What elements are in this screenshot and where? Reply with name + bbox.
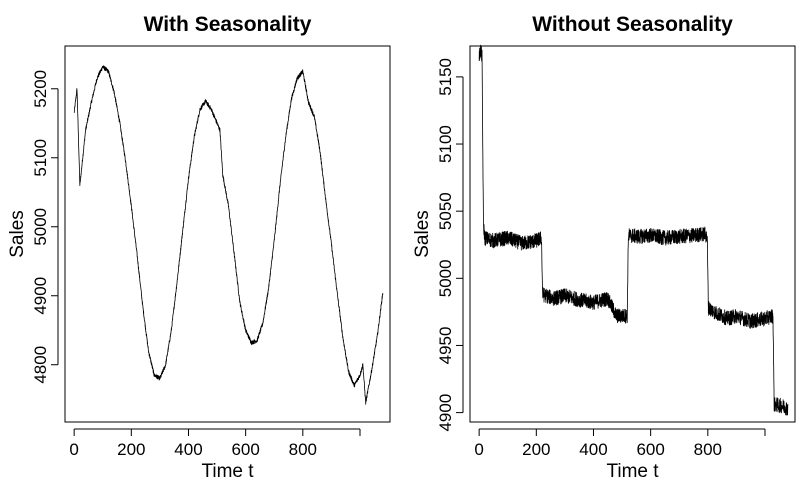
y-tick-label: 4800 (31, 346, 50, 384)
y-tick-label: 4950 (436, 327, 455, 365)
y-tick-label: 5150 (436, 58, 455, 96)
x-tick-label: 0 (69, 440, 78, 459)
panel-1: With Seasonality 0 200 400 600 800 Time t 4800 4… (7, 13, 391, 482)
y-tick-label: 4900 (436, 394, 455, 432)
plot-frame (469, 45, 796, 423)
x-axis-label: Time t (606, 461, 659, 482)
x-tick-label: 600 (231, 440, 259, 459)
x-tick-label: 600 (636, 440, 664, 459)
y-axis-label: Sales (412, 210, 433, 258)
chart-title: With Seasonality (144, 13, 312, 36)
series-line (478, 44, 789, 416)
y-tick-label: 5000 (436, 259, 455, 297)
x-axis-label: Time t (201, 461, 254, 482)
chart-title: Without Seasonality (532, 13, 733, 36)
y-tick-label: 5100 (31, 139, 50, 177)
y-tick-label: 5050 (436, 192, 455, 230)
x-tick-label: 400 (174, 440, 202, 459)
plot-frame (64, 45, 391, 423)
x-tick-label: 200 (522, 440, 550, 459)
y-tick-label: 5000 (31, 208, 50, 246)
y-axis-label: Sales (7, 210, 28, 258)
y-tick-label: 5200 (31, 70, 50, 108)
panel-2: Without Seasonality 0 200 400 600 800 Time t 49… (412, 13, 796, 482)
x-tick-label: 400 (579, 440, 607, 459)
x-tick-label: 800 (289, 440, 317, 459)
x-tick-label: 800 (694, 440, 722, 459)
y-tick-label: 5100 (436, 125, 455, 163)
x-tick-label: 200 (117, 440, 145, 459)
series-line (73, 65, 384, 405)
x-tick-label: 0 (474, 440, 483, 459)
y-tick-label: 4900 (31, 277, 50, 315)
